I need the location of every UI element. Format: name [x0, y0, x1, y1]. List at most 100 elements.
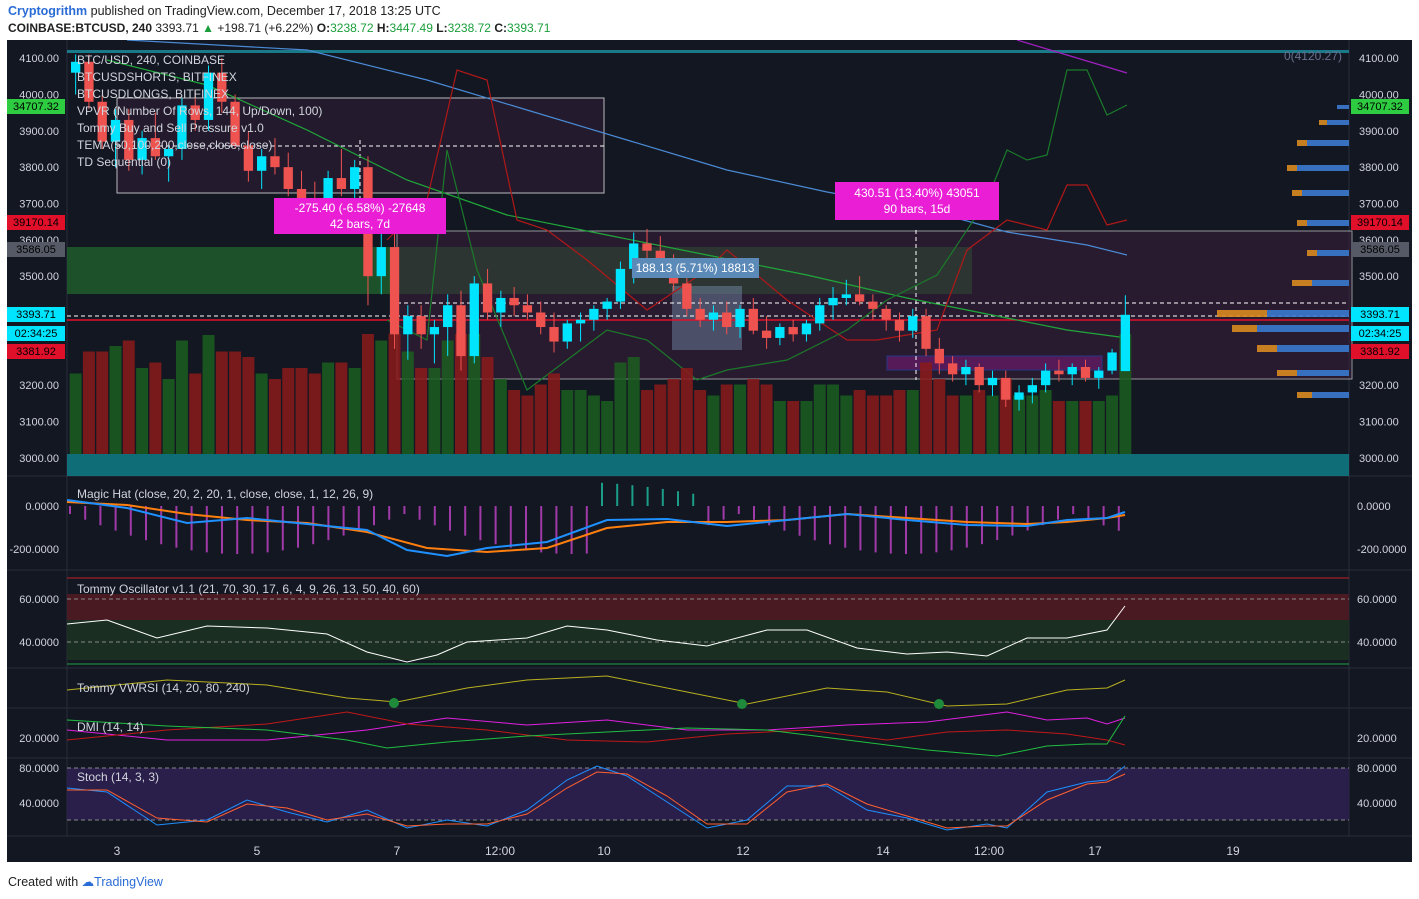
magic-hat-pane: Magic Hat (close, 20, 2, 20, 1, close, c… — [9, 482, 1407, 558]
volume-bar — [920, 362, 933, 454]
dmi-pane: DMI (14, 14) 20.0000 20.0000 — [19, 711, 1397, 757]
candle — [1080, 359, 1091, 382]
candle — [961, 359, 971, 386]
histogram-bar — [266, 506, 269, 553]
y-tick-label: 3000.00 — [19, 453, 59, 465]
histogram-bar — [449, 506, 451, 531]
svg-text:39170.14: 39170.14 — [13, 217, 59, 229]
price-badge: 39170.14 — [7, 215, 65, 230]
volume-bar — [202, 335, 215, 454]
svg-text:3393.71: 3393.71 — [16, 309, 56, 321]
candle — [350, 159, 360, 204]
x-tick-label: 7 — [394, 844, 401, 858]
histogram-bar — [646, 486, 649, 506]
tradingview-link[interactable]: TradingView — [94, 875, 163, 889]
overlay-label: TD Sequential (0) — [77, 155, 171, 169]
candle — [868, 294, 878, 320]
histogram-bar — [129, 506, 132, 536]
stoch-tick-r0: 80.0000 — [1357, 763, 1397, 775]
candle — [177, 98, 187, 160]
price-badge: 34707.32 — [7, 99, 65, 114]
overlay-label: VPVR (Number Of Rows, 144, Up/Down, 100) — [77, 104, 322, 118]
published-text: published on TradingView.com, December 1… — [90, 4, 441, 18]
histogram-bar — [920, 506, 923, 554]
candle — [443, 294, 453, 357]
volume-bar — [1092, 401, 1105, 454]
x-tick-label: 10 — [597, 844, 611, 858]
svg-text:02:34:25: 02:34:25 — [1359, 328, 1402, 340]
price-badge: 3586.05 — [7, 242, 65, 257]
candle — [815, 297, 825, 331]
volume-bar — [189, 373, 202, 454]
stoch-tick-1: 40.0000 — [19, 798, 59, 810]
volume-bar — [534, 384, 547, 454]
volume-bar — [322, 362, 335, 454]
histogram-bar — [677, 491, 679, 506]
histogram-bar — [631, 485, 634, 506]
volume-bar — [96, 351, 109, 454]
volume-bar — [720, 384, 733, 454]
candle — [509, 287, 519, 317]
chart-area[interactable]: 4100.00 4000.00 3900.00 3800.00 3700.00 3600.… — [7, 39, 1412, 862]
candle — [1027, 377, 1037, 404]
candle — [243, 130, 254, 182]
histogram-bar — [1072, 506, 1075, 515]
candle — [1120, 295, 1131, 372]
author-link[interactable]: Cryptogrithm — [8, 4, 88, 18]
volume-bar — [800, 401, 813, 454]
chart-svg[interactable]: 4100.004000.003900.003800.003700.003600.… — [7, 39, 1412, 862]
measure-3-line2: 90 bars, 15d — [884, 202, 951, 216]
histogram-bar — [327, 506, 330, 541]
candle — [682, 272, 692, 317]
vwrsi-label: Tommy VWRSI (14, 20, 80, 240) — [77, 681, 250, 695]
volume-bar — [574, 390, 587, 454]
measure-1-line1: -275.40 (-6.58%) -27648 — [295, 201, 426, 215]
candle — [137, 130, 147, 175]
volume-bar — [348, 368, 361, 454]
price-badge: 3393.71 — [7, 307, 65, 322]
y-tick-label: 3900.00 — [19, 126, 59, 138]
candle — [389, 221, 400, 349]
volume-bar — [455, 334, 467, 454]
histogram-bar — [874, 506, 877, 553]
histogram-bar — [357, 506, 360, 531]
x-tick-label: 19 — [1226, 844, 1240, 858]
volume-bar — [694, 390, 707, 454]
candle — [283, 152, 293, 197]
volume-bar — [255, 373, 268, 454]
histogram-bar — [540, 506, 543, 553]
candle — [735, 305, 745, 338]
candle — [801, 319, 812, 342]
histogram-bar — [494, 506, 497, 545]
candle — [1094, 367, 1104, 389]
volume-bar — [361, 334, 374, 454]
volume-bar — [428, 368, 441, 454]
histogram-bar — [585, 506, 588, 554]
volume-bar — [641, 390, 653, 454]
volume-bar — [999, 379, 1012, 454]
magic-hat-label: Magic Hat (close, 20, 2, 20, 1, close, c… — [77, 487, 373, 501]
to-tick-0: 60.0000 — [19, 594, 59, 606]
y-tick-label-right: 4000.00 — [1359, 90, 1399, 102]
volume-bar — [1106, 395, 1119, 454]
volume-bar — [175, 340, 188, 454]
volume-bar — [787, 401, 800, 454]
y-tick-label-right: 3500.00 — [1359, 271, 1399, 283]
histogram-bar — [616, 483, 619, 506]
histogram-bar — [798, 506, 801, 536]
volume-bar — [680, 368, 693, 454]
volume-bar — [1119, 334, 1132, 454]
histogram-bar — [768, 506, 771, 526]
volume-bar — [481, 357, 494, 454]
high-value: 3447.49 — [389, 21, 433, 35]
volume-bar — [853, 390, 866, 454]
volume-bar — [494, 379, 507, 454]
candle — [257, 149, 267, 189]
volume-bar — [1013, 395, 1026, 454]
x-tick-label: 14 — [876, 844, 890, 858]
candle — [761, 316, 772, 349]
histogram-bar — [905, 506, 907, 554]
candle — [695, 297, 705, 328]
histogram-bar — [601, 482, 603, 506]
y-tick-label: 4100.00 — [19, 53, 59, 65]
